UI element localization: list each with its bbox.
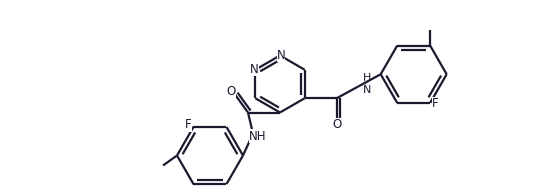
Text: O: O [227, 85, 236, 98]
Text: NH: NH [249, 130, 266, 142]
Text: F: F [185, 118, 192, 131]
Text: N: N [277, 48, 285, 62]
Text: H
N: H N [362, 73, 371, 95]
Text: F: F [432, 97, 439, 110]
Text: N: N [250, 63, 259, 76]
Text: O: O [332, 118, 341, 131]
